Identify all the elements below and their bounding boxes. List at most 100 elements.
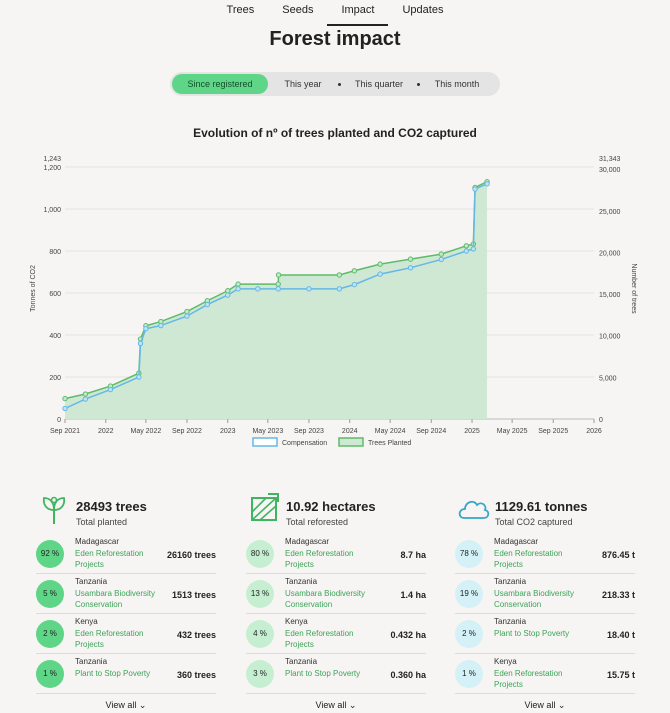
x-tick-label: May 2022 — [130, 428, 161, 435]
project-link[interactable]: Eden Reforestation Projects — [285, 549, 354, 569]
x-tick-label: Sep 2022 — [172, 428, 202, 435]
trees-planted-point — [275, 281, 281, 287]
stat-value: 10.92 hectares — [286, 499, 376, 514]
x-tick-label: 2025 — [464, 428, 480, 435]
project-link[interactable]: Eden Reforestation Projects — [285, 629, 354, 649]
project-link[interactable]: Eden Reforestation Projects — [75, 549, 144, 569]
trees-planted-point — [336, 272, 343, 278]
amount-value: 18.40 t — [606, 630, 635, 640]
trees-planted-area — [65, 181, 488, 419]
stat-row: 13 % Tanzania Usambara Biodiversity Conser… — [246, 574, 426, 614]
period-this-year[interactable]: This year — [284, 79, 322, 89]
legend-compensation-label: Compensation — [282, 440, 327, 447]
x-tick-label: Sep 2021 — [50, 428, 80, 435]
view-all-label: View all — [524, 700, 556, 710]
y-right-tick-label: 0 — [599, 417, 603, 424]
project-link[interactable]: Plant to Stop Poverty — [285, 669, 361, 678]
project-link[interactable]: Usambara Biodiversity Conservation — [285, 589, 366, 609]
compensation-point — [336, 286, 343, 292]
view-all-button[interactable]: View all ⌄ — [36, 700, 216, 711]
compensation-point — [463, 248, 470, 254]
stat-label: Total reforested — [286, 517, 349, 527]
percent-badge: 1 % — [36, 660, 64, 688]
stat-column-hectares: 10.92 hectares Total reforested 80 % Madaga… — [246, 490, 426, 711]
y-left-tick-label: 600 — [49, 291, 61, 298]
trees-planted-point — [351, 268, 358, 274]
stat-row: 92 % Madagascar Eden Reforestation Project… — [36, 534, 216, 574]
chevron-down-icon: ⌄ — [138, 700, 147, 710]
period-selector: Since registered This year This quarter … — [170, 72, 500, 96]
stat-row: 5 % Tanzania Usambara Biodiversity Conserv… — [36, 574, 216, 614]
top-nav: Trees Seeds Impact Updates — [0, 0, 670, 26]
view-all-button[interactable]: View all ⌄ — [455, 700, 635, 711]
view-all-button[interactable]: View all ⌄ — [246, 700, 426, 711]
amount-value: 876.45 t — [601, 550, 635, 560]
project-link[interactable]: Eden Reforestation Projects — [75, 629, 144, 649]
amount-value: 432 trees — [176, 630, 216, 640]
y-left-tick-label: 800 — [49, 249, 61, 256]
compensation-point — [204, 301, 211, 308]
tab-seeds[interactable]: Seeds — [282, 4, 314, 16]
y-right-tick-label: 30,000 — [599, 167, 621, 174]
x-tick-label: Sep 2023 — [294, 428, 324, 435]
project-link[interactable]: Eden Reforestation Projects — [494, 549, 563, 569]
compensation-point — [275, 286, 281, 292]
y-right-tick-label: 25,000 — [599, 209, 621, 216]
compensation-point — [62, 405, 68, 412]
stat-value: 1129.61 tonnes — [495, 499, 588, 514]
country-label: Madagascar — [494, 537, 539, 546]
project-link[interactable]: Plant to Stop Poverty — [75, 669, 151, 678]
y-right-tick-label: 31,343 — [599, 156, 621, 163]
chevron-down-icon: ⌄ — [557, 700, 566, 710]
trees-planted-point — [463, 243, 470, 249]
percent-badge: 4 % — [246, 620, 274, 648]
country-label: Kenya — [494, 657, 517, 666]
trees-planted-point — [407, 256, 414, 262]
trees-planted-point — [82, 391, 89, 397]
y-right-tick-label: 10,000 — [599, 334, 621, 341]
tab-updates[interactable]: Updates — [402, 4, 444, 16]
y-left-tick-label: 400 — [49, 333, 61, 340]
legend-trees-swatch — [338, 437, 364, 447]
chart-title: Evolution of nº of trees planted and CO2… — [193, 126, 477, 140]
amount-value: 218.33 t — [601, 590, 635, 600]
project-link[interactable]: Usambara Biodiversity Conservation — [75, 589, 156, 609]
x-tick-label: 2024 — [342, 428, 358, 435]
project-link[interactable]: Plant to Stop Poverty — [494, 629, 570, 638]
period-separator — [417, 82, 420, 86]
y-right-tick-label: 20,000 — [599, 250, 621, 257]
trees-planted-point — [184, 308, 190, 315]
compensation-point — [82, 396, 89, 402]
tab-trees[interactable]: Trees — [226, 4, 255, 16]
compensation-point — [107, 386, 114, 393]
project-link[interactable]: Usambara Biodiversity Conservation — [494, 589, 575, 609]
stat-label: Total planted — [76, 517, 128, 527]
stat-row: 2 % Kenya Eden Reforestation Projects 432 t… — [36, 614, 216, 654]
stat-header: 1129.61 tonnes Total CO2 captured — [455, 490, 635, 534]
y-right-tick-label: 15,000 — [599, 292, 621, 299]
trees-planted-point — [275, 272, 282, 278]
compensation-point — [235, 286, 241, 292]
project-link[interactable]: Eden Reforestation Projects — [494, 669, 563, 689]
y-right-axis-title: Number of trees — [630, 263, 637, 314]
stat-row: 19 % Tanzania Usambara Biodiversity Conser… — [455, 574, 635, 614]
chevron-down-icon: ⌄ — [348, 700, 357, 710]
compensation-point — [136, 374, 142, 380]
period-since-registered[interactable]: Since registered — [172, 74, 268, 94]
tab-impact[interactable]: Impact — [327, 0, 389, 26]
stat-row: 1 % Tanzania Plant to Stop Poverty 360 tree… — [36, 654, 216, 694]
y-left-tick-label: 1,200 — [43, 165, 61, 172]
compensation-point — [225, 292, 231, 298]
trees-planted-point — [377, 261, 383, 267]
compensation-point — [377, 271, 383, 277]
stat-row: 2 % Tanzania Plant to Stop Poverty 18.40 t — [455, 614, 635, 654]
period-this-quarter[interactable]: This quarter — [354, 79, 404, 89]
legend-compensation-swatch — [252, 437, 278, 447]
stat-column-trees: 28493 trees Total planted 92 % Madagascar Ed… — [36, 490, 216, 711]
area-icon — [246, 490, 282, 526]
trees-planted-point — [62, 395, 68, 402]
stat-row: 78 % Madagascar Eden Reforestation Project… — [455, 534, 635, 574]
period-this-month[interactable]: This month — [434, 79, 480, 89]
amount-value: 360 trees — [176, 670, 216, 680]
stat-column-co2: 1129.61 tonnes Total CO2 captured 78 % Mada… — [455, 490, 635, 711]
